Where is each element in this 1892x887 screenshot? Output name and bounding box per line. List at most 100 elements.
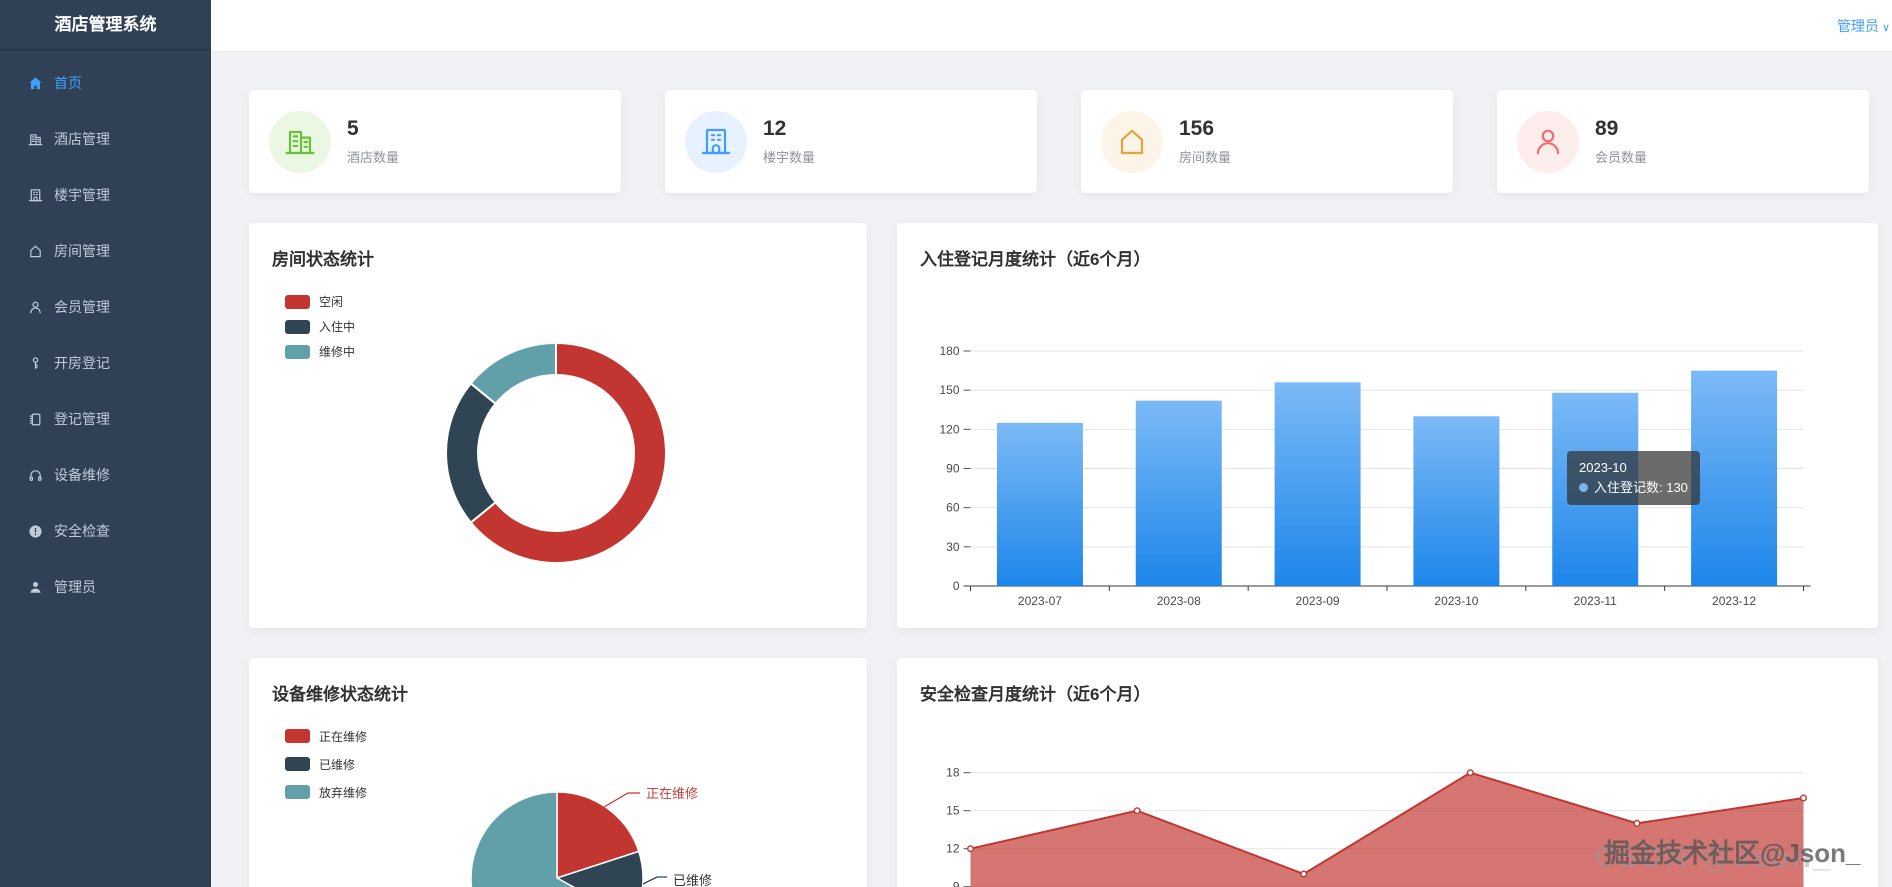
- sidebar-item-security-check[interactable]: 安全检查: [0, 503, 211, 559]
- card-title: 安全检查月度统计（近6个月）: [920, 685, 1151, 704]
- sidebar-item-checkin-register[interactable]: 开房登记: [0, 335, 211, 391]
- stat-label: 房间数量: [1179, 149, 1232, 165]
- repair-status-card: 设备维修状态统计 正在维修 已维修 放弃维修 正在维修 已维修: [249, 658, 867, 887]
- home-icon: [27, 75, 43, 91]
- stat-card-hotels: 5 酒店数量: [249, 90, 621, 193]
- legend-swatch-icon: [285, 294, 310, 309]
- legend-swatch-icon: [285, 344, 310, 359]
- card-title: 入住登记月度统计（近6个月）: [920, 250, 1151, 269]
- sidebar-item-label: 楼宇管理: [54, 187, 110, 203]
- sidebar-item-label: 首页: [54, 75, 82, 91]
- room-stat-icon: [1101, 110, 1163, 173]
- user-menu[interactable]: 管理员 ∨: [1837, 0, 1890, 52]
- legend-label: 空闲: [319, 295, 344, 309]
- building-icon: [27, 187, 43, 203]
- svg-text:正在维修: 正在维修: [646, 786, 698, 801]
- svg-text:180: 180: [939, 344, 959, 358]
- svg-text:150: 150: [939, 383, 959, 397]
- sidebar-item-room-mgmt[interactable]: 房间管理: [0, 223, 211, 279]
- legend-swatch-icon: [285, 729, 310, 743]
- legend-label: 放弃维修: [319, 785, 368, 800]
- svg-text:30: 30: [946, 540, 960, 554]
- svg-text:已维修: 已维修: [673, 873, 712, 887]
- header: 管理员 ∨: [211, 0, 1892, 52]
- legend-swatch-icon: [285, 757, 310, 771]
- sidebar-item-label: 设备维修: [54, 467, 110, 483]
- svg-text:2023-09: 2023-09: [1296, 594, 1340, 608]
- sidebar-item-hotel-mgmt[interactable]: 酒店管理: [0, 111, 211, 167]
- svg-text:2023-12: 2023-12: [1712, 594, 1756, 608]
- svg-text:18: 18: [946, 766, 960, 780]
- svg-text:2023-10: 2023-10: [1434, 594, 1478, 608]
- sidebar-item-label: 会员管理: [54, 299, 110, 315]
- legend-swatch-icon: [285, 319, 310, 334]
- card-title: 设备维修状态统计: [272, 685, 408, 704]
- legend-label: 入住中: [319, 320, 356, 334]
- stat-value: 5: [347, 117, 359, 141]
- admin-icon: [27, 579, 43, 595]
- room-icon: [27, 243, 43, 259]
- sidebar-item-label: 酒店管理: [54, 131, 110, 147]
- stat-label: 会员数量: [1595, 149, 1648, 165]
- svg-text:90: 90: [946, 462, 960, 476]
- stat-card-rooms: 156 房间数量: [1081, 90, 1453, 193]
- chevron-down-icon: ∨: [1881, 21, 1890, 34]
- sidebar: 酒店管理系统 首页酒店管理楼宇管理房间管理会员管理开房登记登记管理设备维修安全检…: [0, 0, 211, 887]
- sidebar-item-home[interactable]: 首页: [0, 55, 211, 111]
- legend-label: 维修中: [319, 345, 356, 359]
- svg-text:2023-11: 2023-11: [1574, 594, 1617, 608]
- legend-item[interactable]: 入住中: [285, 314, 355, 339]
- sidebar-item-register-mgmt[interactable]: 登记管理: [0, 391, 211, 447]
- checkin-monthly-card: 入住登记月度统计（近6个月） 0 30 60 90 120 150 180 2023-07 20…: [897, 223, 1878, 628]
- legend-item[interactable]: 空闲: [285, 289, 355, 314]
- main-content: 5 酒店数量 12 楼宇数量 156 房间数量 89 会员数量 房间状态统计 空闲入住中维修中…: [211, 52, 1892, 887]
- card-title: 房间状态统计: [272, 250, 374, 269]
- svg-text:60: 60: [946, 501, 960, 515]
- legend-label: 正在维修: [319, 729, 368, 744]
- room-status-donut-chart: [445, 341, 667, 564]
- stat-card-members: 89 会员数量: [1497, 90, 1869, 193]
- svg-text:9: 9: [953, 880, 960, 887]
- security-icon: [27, 523, 43, 539]
- svg-text:15: 15: [946, 804, 960, 818]
- stat-cards-row: 5 酒店数量 12 楼宇数量 156 房间数量 89 会员数量: [249, 90, 1869, 193]
- repair-status-legend: 正在维修已维修放弃维修: [285, 722, 367, 806]
- user-name: 管理员: [1836, 18, 1879, 34]
- room-status-card: 房间状态统计 空闲入住中维修中: [249, 223, 867, 628]
- stat-value: 12: [763, 117, 787, 141]
- legend-item[interactable]: 放弃维修: [285, 778, 367, 806]
- security-monthly-card: 安全检查月度统计（近6个月） 18 15 12 9: [897, 658, 1878, 887]
- legend-swatch-icon: [285, 785, 310, 799]
- repair-icon: [27, 467, 43, 483]
- stat-label: 酒店数量: [347, 149, 400, 165]
- stat-card-buildings: 12 楼宇数量: [665, 90, 1037, 193]
- legend-label: 已维修: [319, 757, 356, 772]
- sidebar-item-label: 管理员: [54, 579, 96, 595]
- sidebar-menu: 首页酒店管理楼宇管理房间管理会员管理开房登记登记管理设备维修安全检查管理员: [0, 50, 211, 615]
- legend-item[interactable]: 维修中: [285, 339, 355, 364]
- sidebar-item-label: 房间管理: [54, 243, 110, 259]
- hotel-stat-icon: [269, 110, 331, 173]
- key-icon: [27, 355, 43, 371]
- stat-value: 89: [1595, 117, 1619, 141]
- svg-text:2023-08: 2023-08: [1157, 594, 1201, 608]
- stat-value: 156: [1179, 117, 1215, 141]
- building-stat-icon: [685, 110, 747, 173]
- sidebar-item-label: 安全检查: [54, 523, 110, 539]
- legend-item[interactable]: 已维修: [285, 750, 367, 778]
- member-icon: [27, 299, 43, 315]
- stat-label: 楼宇数量: [763, 149, 816, 165]
- app-logo: 酒店管理系统: [0, 0, 211, 50]
- sidebar-item-member-mgmt[interactable]: 会员管理: [0, 279, 211, 335]
- sidebar-item-building-mgmt[interactable]: 楼宇管理: [0, 167, 211, 223]
- svg-text:120: 120: [939, 422, 959, 436]
- sidebar-item-label: 开房登记: [54, 355, 110, 371]
- checkin-bar-chart: 0 30 60 90 120 150 180 2023-07 2023-08 2023-09 202…: [939, 344, 1811, 608]
- legend-item[interactable]: 正在维修: [285, 722, 367, 750]
- svg-text:2023-07: 2023-07: [1018, 594, 1062, 608]
- svg-text:0: 0: [953, 579, 960, 593]
- sidebar-item-admin[interactable]: 管理员: [0, 559, 211, 615]
- sidebar-item-device-repair[interactable]: 设备维修: [0, 447, 211, 503]
- sidebar-item-label: 登记管理: [54, 411, 110, 427]
